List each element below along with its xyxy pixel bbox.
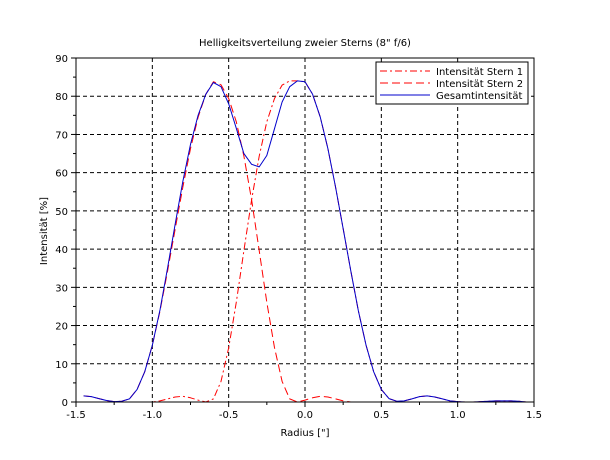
y-tick-label: 0 xyxy=(62,398,68,409)
legend-label-1: Intensität Stern 1 xyxy=(436,67,523,78)
y-tick-label: 60 xyxy=(55,169,68,180)
series-line-2 xyxy=(83,81,527,403)
series-line-3 xyxy=(83,80,527,403)
legend-label-2: Intensität Stern 2 xyxy=(436,79,523,90)
x-tick-label: -1.5 xyxy=(66,410,86,421)
y-tick-label: 40 xyxy=(55,245,68,256)
x-tick-label: 0.5 xyxy=(373,410,389,421)
y-tick-label: 10 xyxy=(55,360,68,371)
y-tick-label: 50 xyxy=(55,207,68,218)
x-tick-label: 1.5 xyxy=(526,410,542,421)
x-axis-label: Radius ["] xyxy=(280,428,329,439)
chart-title: Helligkeitsverteilung zweier Sterns (8" … xyxy=(199,38,411,49)
axis-ticks: -1.5 -1.0 -0.5 0.0 0.5 1.0 1.5 0 10 20 30 40 50 60 70 8… xyxy=(55,54,542,421)
x-tick-label: 0.0 xyxy=(297,410,313,421)
y-tick-label: 80 xyxy=(55,92,68,103)
y-axis-label: Intensität [%] xyxy=(39,197,50,265)
legend-box xyxy=(375,61,529,105)
legend-label-3: Gesamtintensität xyxy=(436,91,522,102)
x-tick-label: 1.0 xyxy=(450,410,466,421)
y-tick-label: 30 xyxy=(55,283,68,294)
x-tick-label: -1.0 xyxy=(143,410,163,421)
y-tick-label: 70 xyxy=(55,130,68,141)
y-tick-label: 90 xyxy=(55,54,68,65)
y-tick-label: 20 xyxy=(55,322,68,333)
x-tick-label: -0.5 xyxy=(219,410,239,421)
plot-series xyxy=(83,80,527,403)
